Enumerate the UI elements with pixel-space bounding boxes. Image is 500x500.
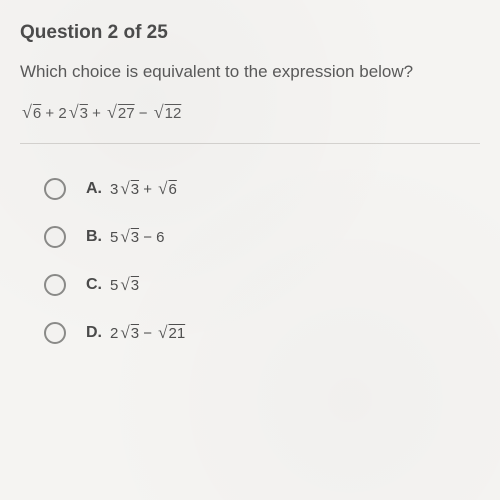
answer-choices: A. 3√3 + √6 B. 5√3 − 6 C. 5√3 D. 2√ [20, 178, 480, 344]
choice-letter: A. [86, 180, 102, 198]
choice-math: 3√3 + √6 [110, 179, 177, 199]
radio-d[interactable] [44, 322, 66, 344]
question-counter: Question 2 of 25 [20, 22, 480, 44]
choice-letter: B. [86, 228, 102, 246]
choice-letter: C. [86, 276, 102, 294]
radio-c[interactable] [44, 274, 66, 296]
choice-b[interactable]: B. 5√3 − 6 [44, 226, 480, 248]
choice-d-body: D. 2√3 − √21 [86, 323, 185, 343]
question-expression: √6 + 2√3 + √27 − √12 [20, 102, 480, 123]
choice-math: 5√3 − 6 [110, 227, 164, 247]
divider [20, 143, 480, 144]
choice-c[interactable]: C. 5√3 [44, 274, 480, 296]
choice-c-body: C. 5√3 [86, 275, 139, 295]
choice-letter: D. [86, 324, 102, 342]
radio-b[interactable] [44, 226, 66, 248]
choice-math: 2√3 − √21 [110, 323, 185, 343]
choice-a[interactable]: A. 3√3 + √6 [44, 178, 480, 200]
choice-a-body: A. 3√3 + √6 [86, 179, 177, 199]
choice-b-body: B. 5√3 − 6 [86, 227, 164, 247]
choice-d[interactable]: D. 2√3 − √21 [44, 322, 480, 344]
radio-a[interactable] [44, 178, 66, 200]
choice-math: 5√3 [110, 275, 139, 295]
question-stem: Which choice is equivalent to the expres… [20, 60, 480, 84]
